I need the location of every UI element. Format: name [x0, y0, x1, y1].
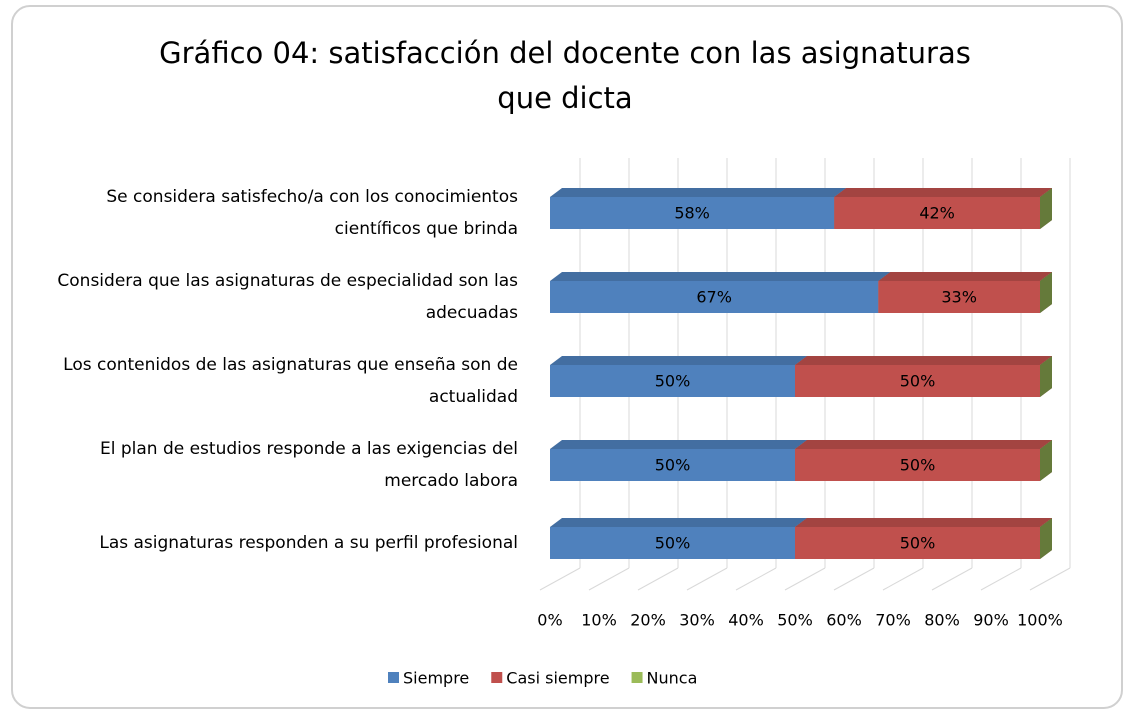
- bar-top: [834, 188, 1052, 197]
- bar: [550, 449, 795, 481]
- bar: [834, 197, 1040, 229]
- grid-floor: [784, 567, 826, 591]
- x-tick-label: 90%: [973, 611, 1009, 630]
- bar-top: [550, 272, 891, 281]
- bar-side: [1040, 440, 1052, 481]
- legend-label: Siempre: [403, 669, 469, 688]
- grid-floor: [882, 567, 924, 591]
- x-tick-label: 30%: [679, 611, 715, 630]
- title-line: que dicta: [497, 81, 632, 115]
- grid-floor: [735, 567, 777, 591]
- legend-swatch: [491, 672, 503, 683]
- bar-top: [795, 518, 1052, 527]
- bar: [795, 449, 1040, 481]
- grid-floor: [1029, 567, 1071, 591]
- grid-floor: [931, 567, 973, 591]
- bar-side: [1040, 272, 1052, 313]
- grid-floor: [686, 567, 728, 591]
- grid-floor: [637, 567, 679, 591]
- bar: [795, 527, 1040, 559]
- x-tick-label: 60%: [826, 611, 862, 630]
- data-label: 50%: [655, 534, 691, 553]
- data-label: 67%: [696, 288, 732, 307]
- x-tick-label: 0%: [537, 611, 562, 630]
- grid-floor: [833, 567, 875, 591]
- y-tick-label: Se considera satisfecho/a con los conoci…: [106, 187, 518, 239]
- data-label: 50%: [900, 534, 936, 553]
- y-tick-label: El plan de estudios responde a las exige…: [99, 439, 518, 491]
- bar-top: [795, 440, 1052, 449]
- y-tick-label: Considera que las asignaturas de especia…: [57, 271, 518, 323]
- bar: [550, 197, 835, 229]
- data-label: 33%: [941, 288, 977, 307]
- bar: [878, 281, 1040, 313]
- x-tick-label: 80%: [924, 611, 960, 630]
- data-label: 50%: [900, 456, 936, 475]
- y-tick-label: Las asignaturas responden a su perfil pr…: [99, 533, 518, 553]
- data-label: 58%: [674, 204, 710, 223]
- legend-label: Casi siempre: [506, 669, 609, 688]
- x-tick-label: 40%: [728, 611, 764, 630]
- bar: [550, 365, 795, 397]
- data-label: 42%: [919, 204, 955, 223]
- bar-side: [1040, 356, 1052, 397]
- bar-top: [550, 188, 847, 197]
- x-tick-label: 10%: [581, 611, 617, 630]
- bar-top: [550, 440, 807, 449]
- bar-top: [550, 518, 807, 527]
- legend-swatch: [388, 672, 399, 683]
- bar: [795, 365, 1040, 397]
- grid-floor: [539, 567, 581, 591]
- bar-top: [550, 356, 807, 365]
- x-tick-label: 100%: [1017, 611, 1063, 630]
- data-label: 50%: [655, 372, 691, 391]
- legend-label: Nunca: [647, 669, 698, 688]
- bar-top: [878, 272, 1052, 281]
- data-label: 50%: [655, 456, 691, 475]
- bar-side: [1040, 518, 1052, 559]
- y-tick-label: Los contenidos de las asignaturas que en…: [63, 355, 518, 407]
- bar-top: [795, 356, 1052, 365]
- data-label: 50%: [900, 372, 936, 391]
- chart-title: Gráfico 04: satisfacción del docente con…: [159, 36, 971, 115]
- grid-floor: [588, 567, 630, 591]
- bar: [550, 281, 879, 313]
- grid-floor: [980, 567, 1022, 591]
- x-tick-label: 50%: [777, 611, 813, 630]
- title-line: Gráfico 04: satisfacción del docente con…: [159, 36, 971, 70]
- x-tick-label: 20%: [630, 611, 666, 630]
- legend-swatch: [631, 672, 643, 683]
- bar-side: [1040, 188, 1052, 229]
- x-tick-label: 70%: [875, 611, 911, 630]
- bar: [550, 527, 795, 559]
